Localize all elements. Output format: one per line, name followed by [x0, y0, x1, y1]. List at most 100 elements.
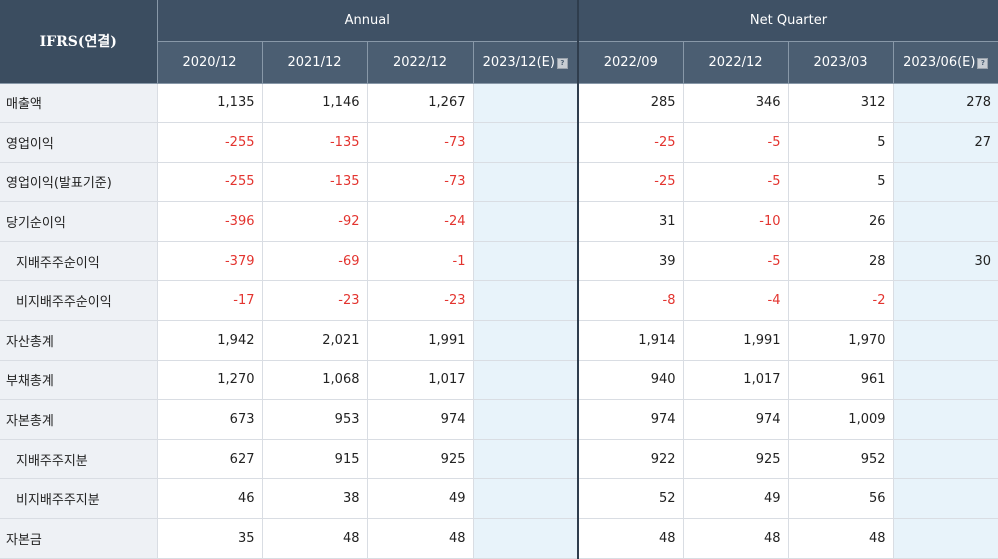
table-cell: 52 [577, 478, 684, 520]
table-cell: 940 [577, 360, 684, 401]
table-row: 영업이익 -255 -135 -73 -25 -5 5 27 [0, 122, 998, 163]
table-cell: 39 [577, 241, 684, 282]
table-cell: -73 [366, 122, 473, 163]
table-cell: 49 [682, 478, 789, 520]
table-cell: 312 [787, 83, 894, 124]
table-cell: 673 [156, 399, 262, 440]
table-cell: 49 [366, 478, 473, 520]
question-icon[interactable]: ? [977, 57, 989, 69]
header-period-6: 2023/03 [787, 41, 894, 84]
table-cell: -73 [366, 162, 473, 203]
table-cell: 31 [577, 201, 684, 242]
table-cell [472, 280, 579, 322]
table-cell [892, 478, 998, 520]
header-period-7: 2023/06(E)? [892, 41, 998, 84]
table-row: 부채총계 1,270 1,068 1,017 940 1,017 961 [0, 360, 998, 401]
row-label: 지배주주순이익 [0, 241, 157, 282]
question-icon[interactable]: ? [556, 57, 568, 69]
row-label: 영업이익(발표기준) [0, 162, 157, 203]
header-period-1: 2021/12 [261, 41, 367, 84]
table-row: 매출액 1,135 1,146 1,267 285 346 312 278 [0, 83, 998, 124]
row-label: 매출액 [0, 83, 157, 124]
row-label: 영업이익 [0, 122, 157, 163]
table-cell: 30 [892, 241, 998, 282]
row-label: 비지배주주순이익 [0, 280, 157, 322]
header-period-label: 2020/12 [182, 54, 237, 70]
table-cell: 1,135 [156, 83, 262, 124]
table-cell: -379 [156, 241, 262, 282]
table-cell: -23 [261, 280, 367, 322]
table-cell [892, 518, 998, 559]
header-group-row: IFRS(연결) Annual Net Quarter [0, 0, 998, 84]
table-cell: -5 [682, 241, 789, 282]
table-cell: -135 [261, 162, 367, 203]
table-cell: 46 [156, 478, 262, 520]
table-cell [472, 83, 579, 124]
header-period-label: 2022/12 [708, 54, 763, 70]
table-cell: -396 [156, 201, 262, 242]
table-cell: 5 [787, 122, 894, 163]
table-cell [472, 122, 579, 163]
corner-header: IFRS(연결) [0, 0, 157, 84]
table-cell: 48 [577, 518, 684, 559]
table-cell: 278 [892, 83, 998, 124]
table-cell: 925 [682, 439, 789, 480]
table-cell: -1 [366, 241, 473, 282]
table-cell [892, 360, 998, 401]
table-cell: -92 [261, 201, 367, 242]
table-cell: 1,017 [366, 360, 473, 401]
row-label: 자본총계 [0, 399, 157, 440]
table-body: 매출액 1,135 1,146 1,267 285 346 312 278 영업이익 -255 -1… [0, 83, 998, 559]
table-cell: -4 [682, 280, 789, 322]
header-period-label: 2023/06(E) [903, 54, 976, 70]
table-row: 비지배주주순이익 -17 -23 -23 -8 -4 -2 [0, 280, 998, 322]
table-cell: 1,009 [787, 399, 894, 440]
table-cell: -2 [787, 280, 894, 322]
header-period-row: 2020/12 2021/12 2022/12 2023/12(E)? 2022/09 2… [0, 41, 998, 84]
table-cell: 26 [787, 201, 894, 242]
row-label: 자본금 [0, 518, 157, 559]
table-cell: 974 [682, 399, 789, 440]
table-row: 비지배주주지분 46 38 49 52 49 56 [0, 478, 998, 520]
table-cell: 2,021 [261, 320, 367, 361]
header-group-net-quarter[interactable]: Net Quarter [577, 0, 998, 42]
table-row: 지배주주지분 627 915 925 922 925 952 [0, 439, 998, 480]
table-cell: 48 [261, 518, 367, 559]
row-label: 당기순이익 [0, 201, 157, 242]
table-cell: 5 [787, 162, 894, 203]
header-group-annual[interactable]: Annual [156, 0, 579, 42]
table-cell [472, 478, 579, 520]
row-label: 자산총계 [0, 320, 157, 361]
table-cell [892, 280, 998, 322]
header-period-5: 2022/12 [682, 41, 789, 84]
table-cell [472, 399, 579, 440]
header-period-0: 2020/12 [156, 41, 262, 84]
table-cell: 27 [892, 122, 998, 163]
header-period-label: 2022/09 [603, 54, 658, 70]
table-cell [892, 201, 998, 242]
table-cell [472, 320, 579, 361]
table-cell: 974 [577, 399, 684, 440]
table-cell: -8 [577, 280, 684, 322]
table-cell: -25 [577, 162, 684, 203]
table-cell [472, 360, 579, 401]
table-cell: -23 [366, 280, 473, 322]
table-cell: 1,991 [682, 320, 789, 361]
table-cell: 1,270 [156, 360, 262, 401]
table-cell: 48 [682, 518, 789, 559]
table-cell: 925 [366, 439, 473, 480]
table-cell [892, 439, 998, 480]
table-cell: 35 [156, 518, 262, 559]
table-cell: 28 [787, 241, 894, 282]
table-cell: 1,991 [366, 320, 473, 361]
table-cell [472, 201, 579, 242]
table-row: 자본총계 673 953 974 974 974 1,009 [0, 399, 998, 440]
table-row: 영업이익(발표기준) -255 -135 -73 -25 -5 5 [0, 162, 998, 203]
table-cell: 1,267 [366, 83, 473, 124]
table-cell: -17 [156, 280, 262, 322]
table-cell [892, 399, 998, 440]
row-label: 부채총계 [0, 360, 157, 401]
table-cell: 953 [261, 399, 367, 440]
table-cell: 915 [261, 439, 367, 480]
table-cell [892, 320, 998, 361]
